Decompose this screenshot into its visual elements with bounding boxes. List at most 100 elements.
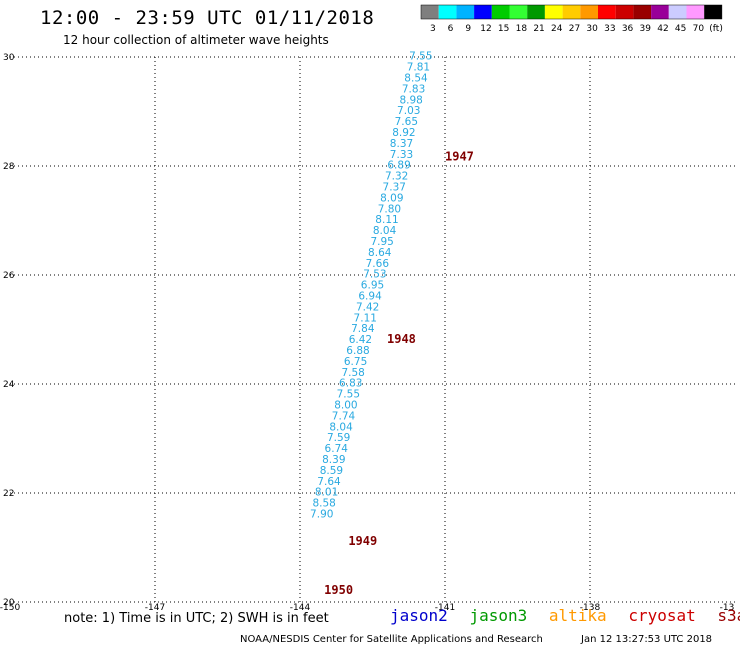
color-scale-label: 18 [516,24,528,34]
time-mark: 1949 [348,534,377,548]
color-scale-label: 21 [533,24,544,34]
color-swatch [633,5,652,19]
swh-value: 8.09 [380,192,403,204]
color-swatch [509,5,528,19]
swh-value: 7.33 [390,149,413,161]
swh-value: 7.37 [383,182,406,194]
longitude-label: -150 [0,603,20,613]
time-mark: 1947 [445,150,474,164]
color-swatch [527,5,545,19]
longitude-label: -13 [720,603,735,613]
latitude-label: 24 [3,380,15,390]
swh-value: 6.42 [349,334,372,346]
swh-value: 7.55 [337,389,360,401]
swh-value: 8.01 [315,487,338,499]
color-swatch [615,5,634,19]
map-title: 12:00 - 23:59 UTC 01/11/2018 [40,7,375,29]
color-scale-label: 70 [693,24,705,34]
swh-value: 7.11 [354,312,377,324]
color-scale-label: 12 [480,24,491,34]
swh-value: 6.75 [344,356,367,368]
color-swatch [668,5,687,19]
swh-value: 6.95 [361,280,384,292]
color-scale-label: (ft) [709,24,723,34]
swh-value: 8.92 [392,127,415,139]
swh-value: 7.55 [409,51,432,63]
satellite-legend: jason2 jason3 altika cryosat s3a [390,606,740,625]
satellite-altika: altika [548,606,607,625]
swh-value: 7.59 [327,432,350,444]
swh-value: 8.11 [375,214,398,226]
swh-value: 8.04 [329,421,353,433]
swh-value: 8.39 [322,454,345,466]
longitude-label: -144 [290,603,311,613]
swh-value: 8.54 [404,73,428,85]
swh-value: 7.64 [317,476,341,488]
latitude-label: 28 [3,162,15,172]
swh-value: 7.03 [397,105,420,117]
color-scale-label: 36 [622,24,634,34]
swh-value: 7.74 [332,410,356,422]
color-scale-label: 33 [604,24,615,34]
longitude-label: -147 [145,603,165,613]
time-mark: 1948 [387,332,416,346]
swh-value: 7.66 [366,258,390,270]
color-scale-label: 42 [657,24,668,34]
swh-value: 6.94 [358,291,382,303]
swh-value: 6.89 [387,160,410,172]
color-scale-label: 27 [569,24,580,34]
credit-line: NOAA/NESDIS Center for Satellite Applica… [240,634,543,645]
swh-value: 8.64 [368,247,392,259]
generated-timestamp: Jan 12 13:27:53 UTC 2018 [581,634,713,645]
color-swatch [651,5,669,19]
swh-value: 6.88 [346,345,369,357]
swh-value: 8.37 [390,138,413,150]
color-swatch [704,5,722,19]
swh-value: 6.83 [339,378,362,390]
latitude-label: 20 [3,598,15,608]
footer-note: note: 1) Time is in UTC; 2) SWH is in fe… [64,611,329,626]
color-scale-label: 6 [448,24,454,34]
time-mark: 1950 [324,583,353,597]
color-swatch [456,5,475,19]
satellite-jason3: jason3 [469,606,528,625]
swh-value: 6.74 [325,443,349,455]
color-scale-legend: 3 6 9 12 15 18 21 24 27 30 33 36 39 42 45 70 (ft) [420,4,723,34]
color-swatch [544,5,563,19]
satellite-cryosat: cryosat [628,606,696,625]
satellite-s3a: s3a [717,606,740,625]
color-swatch [438,5,457,19]
map-subtitle: 12 hour collection of altimeter wave hei… [63,33,329,47]
satellite-jason2: jason2 [390,606,448,625]
longitude-label: -141 [435,603,455,613]
swh-value: 7.95 [370,236,393,248]
swh-value: 7.32 [385,171,408,183]
color-swatch [580,5,598,19]
swh-value: 8.98 [399,94,422,106]
swh-value: 8.59 [320,465,343,477]
swh-value: 7.83 [402,83,425,95]
color-scale-label: 24 [551,24,563,34]
latitude-label: 30 [3,53,15,63]
color-scale-label: 39 [640,24,652,34]
color-swatch [598,5,616,19]
swh-value: 7.90 [310,509,333,521]
swh-value: 8.00 [334,400,357,412]
swh-value: 7.80 [378,203,401,215]
swh-value: 7.42 [356,301,379,313]
swh-value: 7.53 [363,269,386,281]
swh-value: 7.65 [395,116,418,128]
color-scale-label: 45 [675,24,686,34]
swh-value: 8.04 [373,225,397,237]
color-scale-label: 15 [498,24,509,34]
color-swatch [474,5,492,19]
color-scale-label: 30 [586,24,598,34]
color-scale-frame [420,4,723,20]
swh-value: 8.58 [312,498,335,510]
color-scale-label: 3 [430,24,436,34]
swh-value: 7.58 [341,367,364,379]
color-swatch [421,5,439,19]
swh-value: 7.81 [407,62,430,74]
swh-value: 7.84 [351,323,375,335]
